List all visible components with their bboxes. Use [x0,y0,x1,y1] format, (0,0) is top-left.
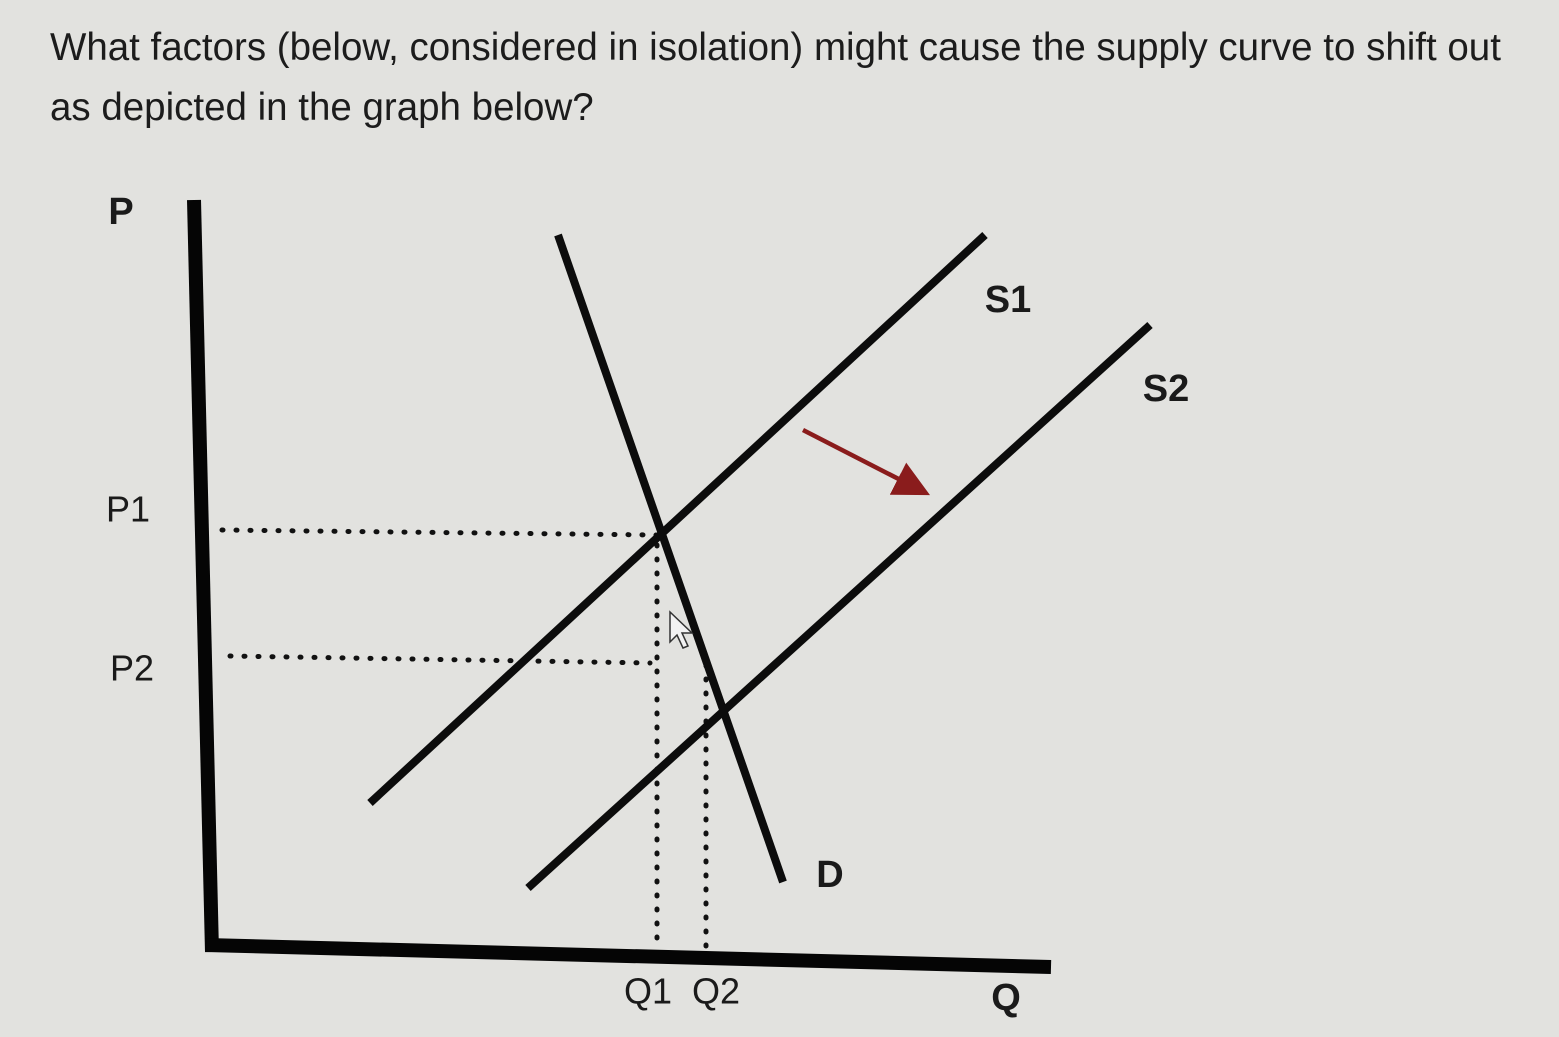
curve-label: S2 [1143,368,1189,410]
price-label: P1 [106,489,150,530]
shift-arrow [801,427,931,496]
demand-curve [554,233,787,884]
curve-label: D [816,854,843,896]
quantity-label: Q2 [692,971,740,1012]
y-axis-label: P [108,191,133,233]
quantity-label: Q1 [624,971,672,1012]
question: What factors (below, considered in isola… [50,26,1501,129]
p2-guide [227,653,653,666]
p1-guide [219,527,659,538]
mouse-cursor [669,610,694,649]
x-axis [205,938,1052,974]
supply-curve-1 [367,232,988,806]
curve-label: S1 [985,279,1031,321]
supply-curve-2 [525,322,1153,891]
y-axis [187,199,219,953]
x-axis-label: Q [991,977,1021,1019]
price-label: P2 [110,648,154,689]
